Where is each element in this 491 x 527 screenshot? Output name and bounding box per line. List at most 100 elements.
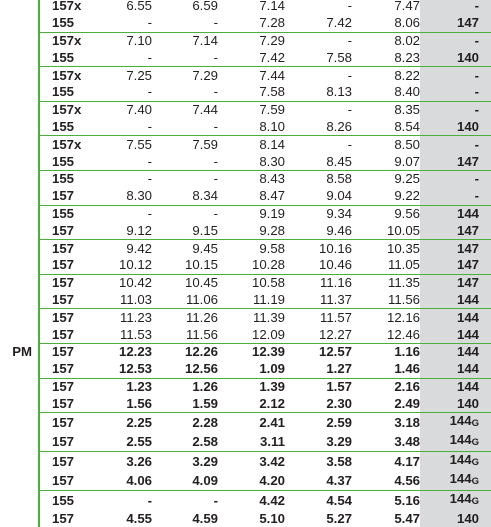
route-number: 157 — [38, 187, 104, 206]
time-stop-3: 12.09 — [251, 326, 285, 342]
connecting-bus: 147 — [420, 273, 491, 292]
time-stop-5: 9.25 — [352, 169, 420, 188]
time-stop-3: 9.28 — [259, 222, 285, 238]
time-stop-4: 12.57 — [285, 342, 352, 361]
table-row: PM 157 12.23 12.26 12.39 12.57 1.16 144 — [0, 342, 491, 361]
route-number: 157 — [38, 308, 104, 327]
time-stop-5: 2.16 — [352, 377, 420, 396]
time-stop-1: 7.40 — [104, 100, 152, 119]
period-label — [0, 222, 39, 239]
connecting-bus: 140 — [420, 118, 491, 136]
time-stop-1: 1.56 — [126, 395, 152, 411]
table-row: 157 4.55 4.59 5.10 5.27 5.47 140 — [0, 510, 491, 527]
period-label — [0, 15, 39, 32]
time-stop-2: 2.28 — [152, 412, 218, 433]
table-row: 157 10.12 10.15 10.28 10.46 11.05 147 — [0, 256, 491, 275]
time-stop-1: - — [147, 118, 152, 134]
time-stop-4: 11.16 — [285, 273, 352, 292]
time-stop-5: 10.35 — [352, 239, 420, 257]
connecting-bus: - — [420, 187, 491, 206]
table-row: 155- -4.42 4.54 5.16 144G — [0, 490, 491, 511]
time-stop-2: 12.56 — [184, 361, 218, 377]
table-row: 157 11.23 11.26 11.39 11.57 12.16 144 — [0, 308, 491, 327]
table-row: 155- -9.19 9.34 9.56 144 — [0, 204, 491, 223]
time-stop-1: 11.53 — [119, 326, 152, 342]
connecting-bus: - — [420, 169, 491, 188]
period-label — [0, 49, 39, 66]
table-row: 157 4.06 4.09 4.20 4.37 4.56 144G — [0, 471, 491, 491]
time-stop-5: 12.16 — [352, 308, 420, 327]
time-stop-2: 9.45 — [152, 239, 218, 257]
period-label — [0, 395, 39, 412]
time-stop-1: 12.53 — [118, 361, 152, 377]
time-stop-5: 1.16 — [352, 342, 420, 361]
time-stop-5: 5.47 — [394, 510, 420, 526]
table-row: 157 2.55 2.58 3.11 3.29 3.48 144G — [0, 432, 491, 452]
period-label — [0, 274, 39, 291]
period-label — [0, 0, 39, 15]
time-stop-2: - — [152, 169, 218, 188]
period-label — [0, 413, 39, 433]
time-stop-2: - — [213, 49, 218, 65]
time-stop-1: 9.12 — [126, 222, 152, 238]
route-number: 155 — [38, 204, 104, 223]
time-stop-1: - — [104, 204, 152, 223]
time-stop-1: - — [147, 153, 152, 169]
route-number: 157 — [38, 222, 104, 240]
time-stop-3: 7.58 — [259, 84, 285, 100]
time-stop-1: 7.55 — [104, 135, 152, 154]
route-number: 157x — [38, 135, 104, 154]
time-stop-5: 8.50 — [352, 135, 420, 154]
time-stop-3: 2.12 — [259, 395, 285, 411]
route-number: 155 — [38, 118, 104, 136]
time-stop-4: 7.58 — [326, 49, 352, 65]
table-row: 157 10.42 10.45 10.58 11.16 11.35 147 — [0, 273, 491, 292]
time-stop-4: 3.58 — [285, 451, 352, 472]
time-stop-4: 8.45 — [326, 153, 352, 169]
time-stop-2: - — [213, 84, 218, 100]
period-label — [0, 491, 39, 511]
table-row: 157 11.53 11.56 12.09 12.27 12.46 144 — [0, 326, 491, 344]
time-stop-1: 4.55 — [126, 510, 152, 526]
period-label — [0, 188, 39, 205]
period-label — [0, 32, 39, 49]
time-stop-4: 10.16 — [285, 239, 352, 257]
time-stop-1: 6.55 — [104, 0, 152, 15]
time-stop-1: - — [104, 490, 152, 511]
time-stop-3: 7.44 — [218, 66, 285, 84]
connecting-bus: 147 — [420, 239, 491, 257]
time-stop-3: 4.42 — [218, 490, 285, 511]
period-label — [0, 136, 39, 153]
period-label — [0, 240, 39, 257]
period-label — [0, 101, 39, 118]
time-stop-5: 8.22 — [352, 66, 420, 84]
time-stop-2: 4.59 — [192, 510, 218, 526]
time-stop-1: - — [147, 84, 152, 100]
route-number: 157 — [38, 239, 104, 257]
time-stop-5: 11.35 — [352, 273, 420, 292]
route-number: 157 — [38, 342, 104, 361]
route-number: 155 — [38, 490, 104, 511]
route-number: 157x — [38, 100, 104, 119]
time-stop-3: 4.20 — [259, 472, 285, 488]
period-label — [0, 205, 39, 222]
route-number: 155 — [38, 14, 104, 33]
table-row: 157 11.03 11.06 11.19 11.37 11.56 144 — [0, 291, 491, 309]
time-stop-4: - — [285, 31, 352, 50]
time-stop-5: 10.05 — [386, 222, 420, 238]
table-row: 157x 7.25 7.29 7.44-8.22- — [0, 66, 491, 84]
table-row: 155 - - 7.28 7.42 8.06 147 — [0, 14, 491, 33]
time-stop-5: 9.07 — [394, 153, 420, 169]
period-label — [0, 292, 39, 309]
period-label — [0, 471, 39, 491]
time-stop-1: 10.42 — [104, 273, 152, 292]
time-stop-2: - — [152, 204, 218, 223]
time-stop-4: 10.46 — [318, 257, 352, 273]
time-stop-3: 10.28 — [251, 257, 285, 273]
route-number: 157 — [38, 273, 104, 292]
period-label — [0, 257, 39, 274]
time-stop-1: 2.25 — [104, 412, 152, 433]
time-stop-2: 7.14 — [152, 31, 218, 50]
time-stop-3: 10.58 — [218, 273, 285, 292]
time-stop-4: 5.27 — [326, 510, 352, 526]
